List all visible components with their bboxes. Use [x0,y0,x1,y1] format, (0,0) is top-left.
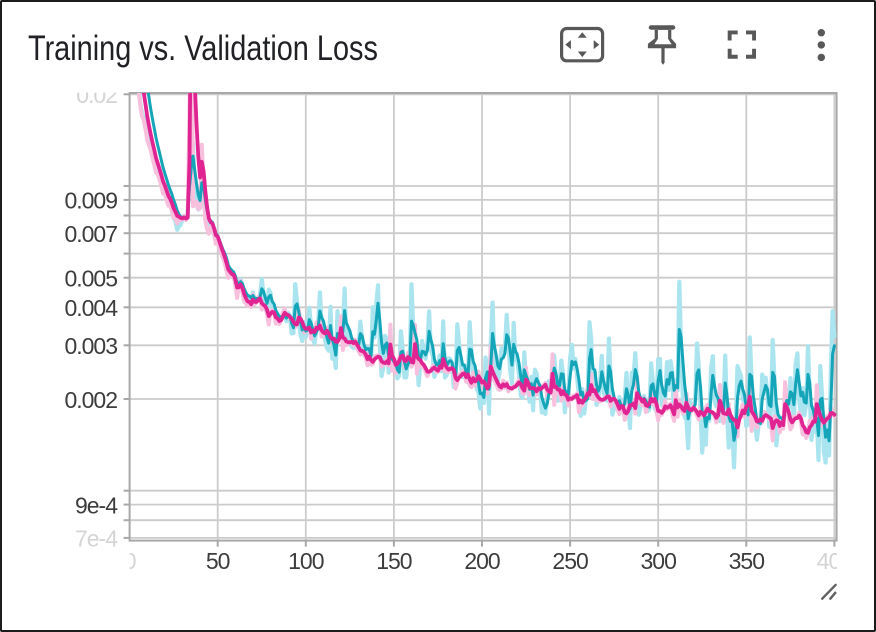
svg-text:0.004: 0.004 [64,295,118,321]
svg-text:250: 250 [552,548,588,574]
svg-text:0.02: 0.02 [76,82,117,108]
svg-text:0.002: 0.002 [64,387,117,413]
svg-text:100: 100 [288,548,324,574]
svg-text:7e-4: 7e-4 [75,526,118,552]
svg-text:350: 350 [729,548,765,574]
svg-text:0.007: 0.007 [64,221,117,247]
svg-text:400: 400 [817,548,853,574]
svg-text:50: 50 [206,548,230,574]
svg-text:0.003: 0.003 [64,333,117,359]
svg-text:9e-4: 9e-4 [75,492,118,518]
svg-text:150: 150 [376,548,412,574]
svg-text:0.005: 0.005 [64,266,117,292]
svg-text:200: 200 [464,548,500,574]
svg-text:0: 0 [124,548,136,574]
svg-text:0.009: 0.009 [64,188,117,214]
svg-text:300: 300 [641,548,677,574]
